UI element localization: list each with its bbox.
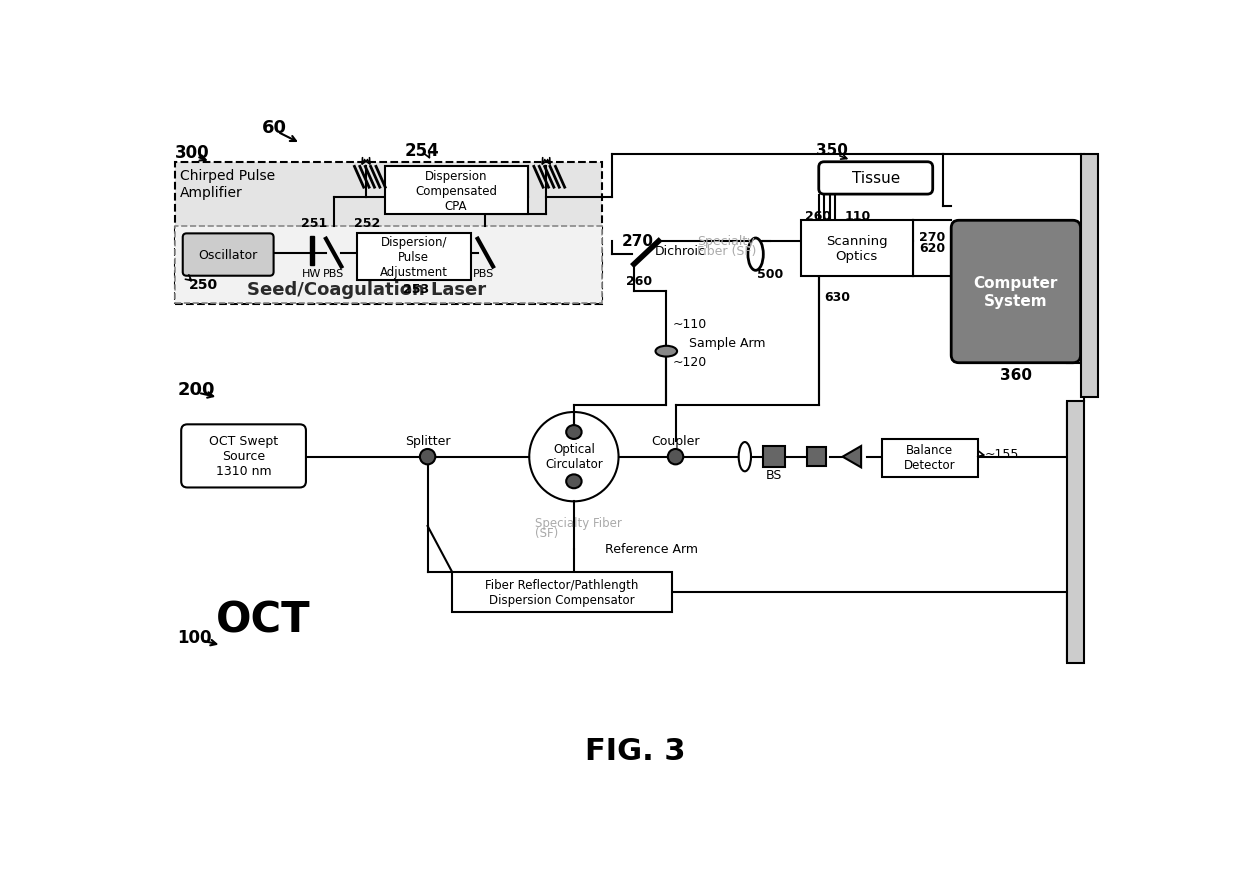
Bar (1066, 401, 1084, 663)
Text: 253: 253 (403, 284, 429, 296)
Text: Dichroic: Dichroic (655, 245, 706, 258)
Ellipse shape (668, 449, 683, 464)
Text: (SF): (SF) (536, 527, 559, 540)
Bar (175, 226, 603, 303)
FancyBboxPatch shape (951, 221, 1080, 362)
Text: 350: 350 (816, 144, 848, 159)
Text: Computer
System: Computer System (973, 276, 1058, 309)
FancyBboxPatch shape (181, 424, 306, 487)
Text: ~120: ~120 (672, 356, 707, 369)
Text: Scanning
Optics: Scanning Optics (826, 235, 888, 263)
Ellipse shape (567, 474, 582, 488)
Bar (172, 144, 1096, 399)
Text: Tissue: Tissue (852, 171, 900, 186)
Ellipse shape (739, 442, 751, 471)
Text: Coupler: Coupler (651, 435, 699, 447)
Text: 254: 254 (404, 142, 440, 160)
Text: 300: 300 (175, 144, 210, 161)
Bar (801, 221, 913, 276)
Bar (172, 405, 1066, 659)
Bar (170, 120, 1101, 728)
Text: 500: 500 (758, 268, 784, 281)
Text: Seed/Coagulation Laser: Seed/Coagulation Laser (247, 281, 486, 299)
Bar (764, 446, 785, 468)
Text: Sample Arm: Sample Arm (689, 337, 766, 350)
Ellipse shape (656, 346, 677, 356)
Text: Oscillator: Oscillator (198, 249, 258, 262)
Text: ~155: ~155 (985, 447, 1019, 461)
Text: 100: 100 (177, 629, 212, 647)
Bar (357, 233, 471, 280)
Text: 251: 251 (300, 217, 327, 229)
Text: HW: HW (301, 269, 321, 279)
Bar (175, 162, 603, 304)
FancyBboxPatch shape (818, 162, 932, 194)
Text: PBS: PBS (324, 269, 345, 279)
Ellipse shape (567, 425, 582, 439)
Text: PBS: PBS (474, 269, 495, 279)
Text: BS: BS (766, 470, 782, 482)
Bar (1080, 154, 1097, 397)
Ellipse shape (748, 238, 764, 270)
Text: 630: 630 (825, 291, 851, 304)
Ellipse shape (420, 449, 435, 464)
Text: Chirped Pulse
Amplifier: Chirped Pulse Amplifier (180, 169, 275, 199)
Text: 60: 60 (262, 119, 286, 136)
Bar (882, 439, 978, 478)
Text: 620: 620 (919, 242, 945, 255)
Text: ~110: ~110 (672, 318, 707, 330)
FancyBboxPatch shape (182, 233, 274, 276)
Text: OCT Swept
Source
1310 nm: OCT Swept Source 1310 nm (210, 435, 278, 478)
Text: 250: 250 (188, 278, 218, 292)
Text: Dispersion/
Pulse
Adjustment: Dispersion/ Pulse Adjustment (379, 236, 448, 279)
Text: Dispersion
Compensated
CPA: Dispersion Compensated CPA (415, 169, 497, 213)
Circle shape (529, 412, 619, 501)
Text: 270: 270 (621, 234, 653, 249)
Bar (453, 572, 672, 612)
Text: FIG. 3: FIG. 3 (585, 737, 686, 766)
Text: Specialty Fiber: Specialty Fiber (536, 517, 622, 530)
Text: 200: 200 (177, 381, 215, 399)
Text: 110: 110 (844, 210, 872, 223)
Bar (310, 236, 314, 265)
Text: 260: 260 (805, 210, 831, 223)
Text: 270: 270 (919, 230, 945, 244)
Text: OCT: OCT (216, 600, 310, 641)
Text: Fiber (SF): Fiber (SF) (697, 245, 756, 258)
Text: 260: 260 (626, 276, 652, 288)
Text: Fiber Reflector/Pathlength
Dispersion Compensator: Fiber Reflector/Pathlength Dispersion Co… (485, 579, 639, 607)
Text: 360: 360 (999, 369, 1032, 384)
Text: 252: 252 (355, 217, 381, 229)
Text: Balance
Detector: Balance Detector (904, 444, 956, 472)
Text: Optical
Circulator: Optical Circulator (546, 443, 603, 470)
Text: Splitter: Splitter (404, 435, 450, 447)
Text: Reference Arm: Reference Arm (605, 542, 698, 556)
Text: Specialty: Specialty (697, 235, 755, 247)
Bar (386, 167, 528, 214)
